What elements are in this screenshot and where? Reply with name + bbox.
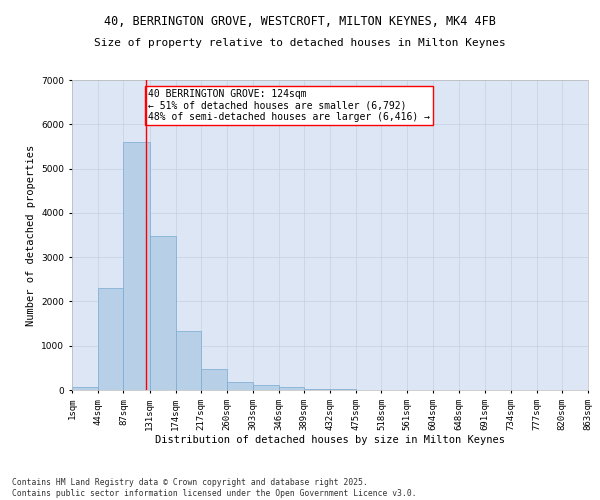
Bar: [72, 386, 98, 390]
Bar: [278, 387, 304, 390]
Text: Contains HM Land Registry data © Crown copyright and database right 2025.
Contai: Contains HM Land Registry data © Crown c…: [12, 478, 416, 498]
Text: 40, BERRINGTON GROVE, WESTCROFT, MILTON KEYNES, MK4 4FB: 40, BERRINGTON GROVE, WESTCROFT, MILTON …: [104, 15, 496, 28]
Bar: [304, 388, 330, 390]
Bar: [201, 369, 227, 390]
Text: Size of property relative to detached houses in Milton Keynes: Size of property relative to detached ho…: [94, 38, 506, 48]
Bar: [124, 142, 150, 390]
Bar: [98, 288, 124, 390]
Text: 40 BERRINGTON GROVE: 124sqm
← 51% of detached houses are smaller (6,792)
48% of : 40 BERRINGTON GROVE: 124sqm ← 51% of det…: [148, 89, 430, 122]
X-axis label: Distribution of detached houses by size in Milton Keynes: Distribution of detached houses by size …: [155, 436, 505, 446]
Bar: [253, 384, 278, 390]
Bar: [150, 236, 176, 390]
Bar: [176, 330, 201, 390]
Y-axis label: Number of detached properties: Number of detached properties: [26, 144, 36, 326]
Bar: [227, 382, 253, 390]
